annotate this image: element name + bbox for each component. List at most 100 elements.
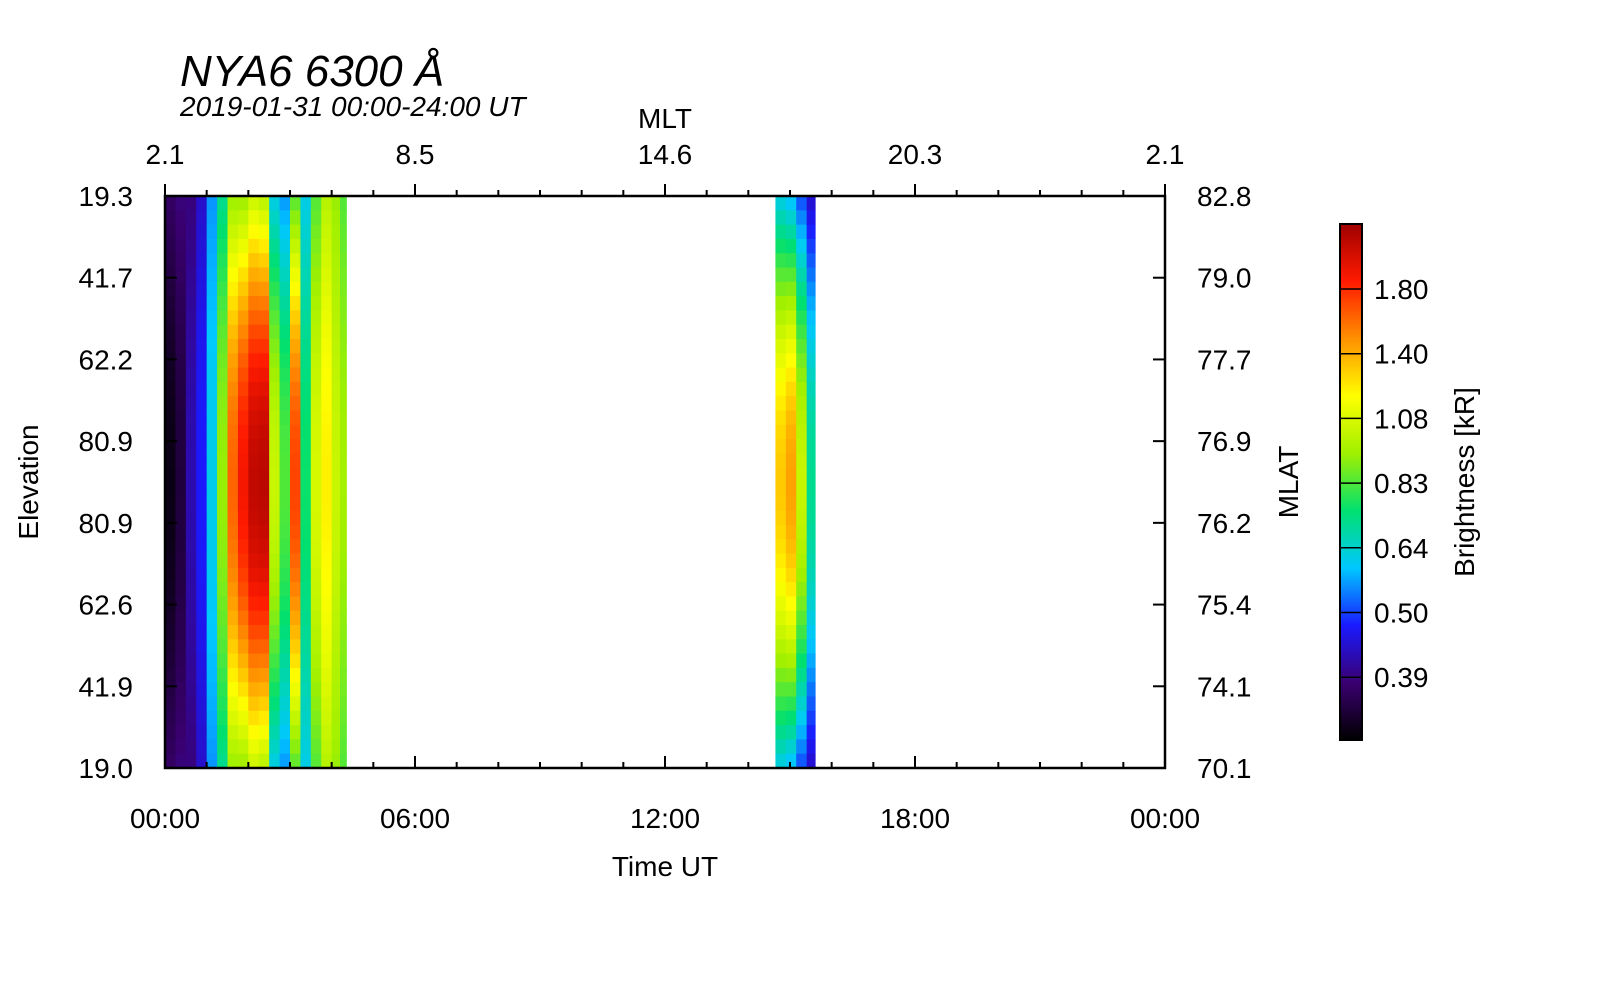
- heatmap-cell: [175, 539, 187, 555]
- heatmap-cell: [248, 710, 260, 726]
- heatmap-cell: [258, 553, 270, 569]
- heatmap-cell: [775, 367, 787, 383]
- heatmap-cell: [227, 553, 239, 569]
- heatmap-cell: [340, 682, 347, 698]
- heatmap-cell: [175, 453, 187, 469]
- heatmap-cell: [248, 339, 260, 354]
- heatmap-cell: [785, 696, 797, 712]
- heatmap-cell: [806, 596, 816, 612]
- heatmap-cell: [258, 467, 270, 483]
- heatmap-cell: [269, 539, 281, 555]
- heatmap-cell: [237, 467, 249, 483]
- heatmap-cell: [279, 696, 291, 712]
- heatmap-cell: [196, 310, 208, 326]
- heatmap-cell: [775, 281, 787, 297]
- heatmap-cell: [227, 510, 239, 526]
- heatmap-cell: [321, 710, 333, 726]
- heatmap-cell: [196, 367, 208, 383]
- heatmap-cell: [310, 381, 322, 397]
- y-tick-label: 19.3: [79, 181, 134, 212]
- heatmap-cell: [269, 496, 281, 512]
- heatmap-cell: [775, 210, 787, 226]
- heatmap-cell: [206, 482, 218, 497]
- heatmap-cell: [331, 482, 341, 497]
- heatmap-cell: [248, 324, 260, 340]
- heatmap-cell: [331, 596, 341, 612]
- heatmap-cell: [258, 725, 270, 740]
- heatmap-cell: [258, 510, 270, 526]
- heatmap-cell: [300, 639, 312, 655]
- heatmap-cell: [258, 539, 270, 555]
- heatmap-cell: [806, 725, 816, 740]
- heatmap-cell: [196, 653, 208, 669]
- heatmap-cell: [185, 281, 197, 297]
- heatmap-cell: [775, 253, 787, 269]
- heatmap-cell: [185, 567, 197, 583]
- heatmap-cell: [237, 482, 249, 497]
- heatmap-cell: [321, 739, 333, 755]
- heatmap-cell: [321, 339, 333, 354]
- heatmap-cell: [321, 725, 333, 740]
- heatmap-cell: [279, 396, 291, 412]
- heatmap-cell: [290, 567, 302, 583]
- heatmap-cell: [290, 396, 302, 412]
- heatmap-cell: [300, 653, 312, 669]
- heatmap-cell: [217, 625, 229, 640]
- heatmap-cell: [227, 310, 239, 326]
- heatmap-cell: [340, 367, 347, 383]
- heatmap-cell: [290, 424, 302, 440]
- heatmap-cell: [217, 238, 229, 254]
- heatmap-cell: [227, 610, 239, 626]
- heatmap-cell: [175, 725, 187, 740]
- heatmap-cell: [196, 696, 208, 712]
- heatmap-cell: [258, 324, 270, 340]
- heatmap-cell: [248, 739, 260, 755]
- heatmap-cell: [237, 310, 249, 326]
- heatmap-cell: [185, 439, 197, 454]
- heatmap-cell: [806, 310, 816, 326]
- heatmap-cell: [806, 281, 816, 297]
- heatmap-cell: [248, 439, 260, 454]
- heatmap-cell: [806, 253, 816, 269]
- heatmap-cell: [217, 353, 229, 369]
- heatmap-cell: [196, 467, 208, 483]
- heatmap-cell: [227, 696, 239, 712]
- heatmap-cell: [227, 253, 239, 269]
- heatmap-cell: [785, 310, 797, 326]
- heatmap-cell: [185, 539, 197, 555]
- heatmap-cell: [340, 353, 347, 369]
- heatmap-cell: [217, 639, 229, 655]
- heatmap-cell: [217, 653, 229, 669]
- heatmap-cell: [165, 625, 177, 640]
- heatmap-cell: [310, 339, 322, 354]
- heatmap-cell: [806, 739, 816, 755]
- heatmap-cell: [217, 753, 229, 768]
- heatmap-cell: [237, 653, 249, 669]
- right-tick-label: 70.1: [1197, 753, 1252, 784]
- heatmap-cell: [279, 710, 291, 726]
- heatmap-cell: [796, 367, 808, 383]
- heatmap-cell: [269, 367, 281, 383]
- heatmap-cell: [248, 353, 260, 369]
- heatmap-cell: [258, 524, 270, 540]
- heatmap-cell: [165, 253, 177, 269]
- heatmap-cell: [806, 639, 816, 655]
- heatmap-cell: [185, 524, 197, 540]
- heatmap-cell: [217, 739, 229, 755]
- x-axis-title: Time UT: [612, 851, 718, 882]
- heatmap-cell: [775, 496, 787, 512]
- heatmap-cell: [175, 667, 187, 683]
- heatmap-cell: [237, 238, 249, 254]
- heatmap-cell: [806, 710, 816, 726]
- heatmap-cell: [206, 253, 218, 269]
- heatmap-cell: [185, 310, 197, 326]
- heatmap-cell: [290, 710, 302, 726]
- heatmap-cell: [331, 367, 341, 383]
- heatmap-cell: [796, 696, 808, 712]
- heatmap-cell: [290, 739, 302, 755]
- heatmap-cell: [227, 524, 239, 540]
- heatmap-cell: [806, 567, 816, 583]
- heatmap-cell: [185, 210, 197, 226]
- heatmap-cell: [321, 238, 333, 254]
- heatmap-cell: [340, 610, 347, 626]
